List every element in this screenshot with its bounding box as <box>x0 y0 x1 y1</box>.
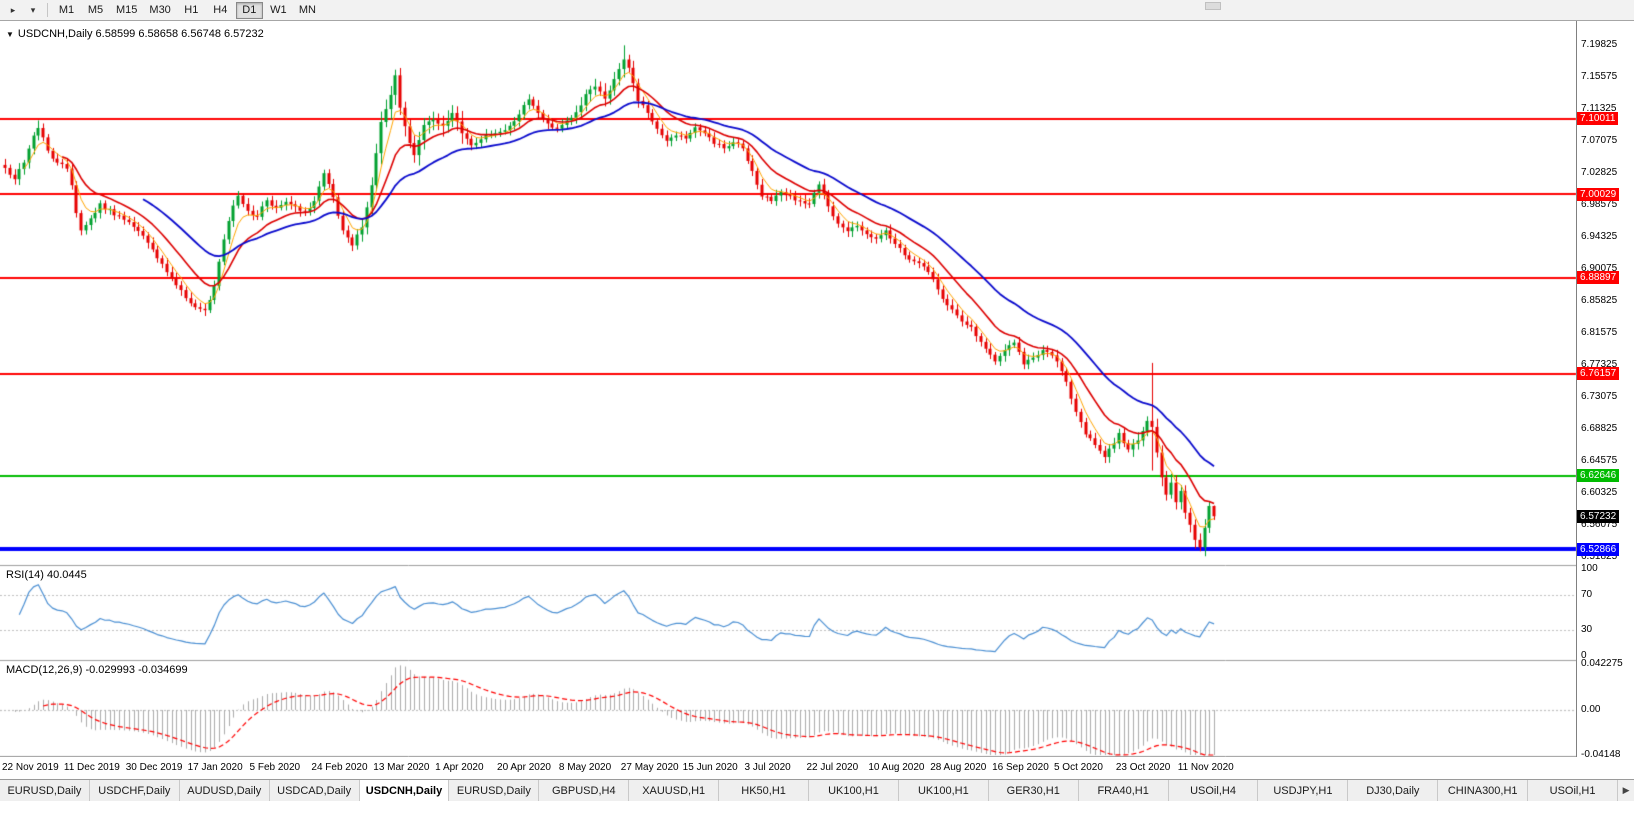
date-axis-label: 5 Feb 2020 <box>249 762 301 773</box>
price-axis-label: 7.02825 <box>1581 166 1618 178</box>
chart-tab-usoil-h4[interactable]: USOil,H4 <box>1168 780 1259 801</box>
chart-tab-hk50-h1[interactable]: HK50,H1 <box>719 780 810 801</box>
date-axis-label: 20 Apr 2020 <box>497 762 551 773</box>
price-axis-label: 6.56075 <box>1581 518 1618 530</box>
rsi-axis-label: 70 <box>1581 589 1593 601</box>
chart-tab-usdcad-daily[interactable]: USDCAD,Daily <box>269 780 360 801</box>
price-axis[interactable]: 7.19825 7.15575 7.11325 7.07075 7.02825 6.985… <box>1576 21 1634 760</box>
date-axis-label: 27 May 2020 <box>620 762 679 773</box>
chart-tab-usdcnh-daily[interactable]: USDCNH,Daily <box>359 780 450 801</box>
chart-tab-usdjpy-h1[interactable]: USDJPY,H1 <box>1258 780 1349 801</box>
price-axis-label: 6.77325 <box>1581 358 1618 370</box>
timeframe-button-group: M1 M5 M15 M30 H1 H4 D1 W1 MN <box>52 1 322 19</box>
timeframe-button-mn[interactable]: MN <box>294 2 321 19</box>
chart-tabbar: EURUSD,Daily USDCHF,Daily AUDUSD,Daily USDC… <box>0 779 1634 801</box>
chart-tab-china300-h1[interactable]: CHINA300,H1 <box>1438 780 1529 801</box>
symbol-header: ▼ USDCNH,Daily 6.58599 6.58658 6.56748 6… <box>6 28 264 40</box>
hline-price-badge: 6.52866 <box>1577 542 1620 556</box>
chart-tab-uk100-h1[interactable]: UK100,H1 <box>898 780 989 801</box>
tab-scroll-right-icon[interactable]: ▶ <box>1618 780 1634 801</box>
price-axis-label: 6.68825 <box>1581 422 1618 434</box>
timeframe-button-h1[interactable]: H1 <box>178 2 205 19</box>
macd-axis-label: 0.042275 <box>1581 657 1623 669</box>
date-axis-label: 11 Nov 2020 <box>1177 762 1234 773</box>
collapse-icon[interactable]: ▼ <box>6 29 14 39</box>
price-axis-label: 6.51825 <box>1581 550 1618 562</box>
hline-price-badge: 6.88897 <box>1577 271 1620 285</box>
date-axis-label: 15 Jun 2020 <box>682 762 738 773</box>
status-bar <box>0 801 1634 829</box>
rsi-axis-label: 0 <box>1581 650 1587 661</box>
price-axis-label: 6.90075 <box>1581 262 1618 274</box>
chart-tab-uk100-h1[interactable]: UK100,H1 <box>809 780 899 801</box>
rsi-label: RSI(14) 40.0445 <box>6 569 87 581</box>
date-axis-label: 24 Feb 2020 <box>311 762 368 773</box>
timeframe-button-m5[interactable]: M5 <box>82 2 109 19</box>
current-price-badge: 6.57232 <box>1577 509 1620 523</box>
date-axis-label: 16 Sep 2020 <box>992 762 1049 773</box>
price-axis-label: 7.07075 <box>1581 134 1618 146</box>
price-axis-label: 6.98575 <box>1581 198 1618 210</box>
chart-tab-usdchf-daily[interactable]: USDCHF,Daily <box>89 780 180 801</box>
date-axis-label: 28 Aug 2020 <box>930 762 987 773</box>
timeframe-button-d1[interactable]: D1 <box>235 1 263 19</box>
price-axis-label: 6.81575 <box>1581 326 1618 338</box>
date-axis-label: 22 Jul 2020 <box>806 762 859 773</box>
scroll-thumb[interactable] <box>1205 2 1221 10</box>
price-axis-label: 6.73075 <box>1581 390 1618 402</box>
timeframe-button-m1[interactable]: M1 <box>53 2 80 19</box>
hline-price-badge: 7.10011 <box>1577 112 1619 126</box>
hline-price-badge: 6.62646 <box>1577 469 1620 482</box>
date-axis-label: 23 Oct 2020 <box>1115 762 1171 773</box>
hline-price-badge: 7.00029 <box>1577 187 1620 201</box>
date-axis-label: 22 Nov 2019 <box>2 762 59 773</box>
chart-tab-xauusd-h1[interactable]: XAUUSD,H1 <box>629 780 720 801</box>
rsi-axis-label: 100 <box>1581 563 1598 574</box>
chart-tab-fra40-h1[interactable]: FRA40,H1 <box>1078 780 1169 801</box>
date-axis-label: 3 Jul 2020 <box>744 762 791 773</box>
timeframe-button-w1[interactable]: W1 <box>265 2 292 19</box>
symbol-ohlc-text: USDCNH,Daily 6.58599 6.58658 6.56748 6.5… <box>17 28 264 40</box>
chart-mode-icon[interactable]: ▸ <box>3 2 23 19</box>
macd-label: MACD(12,26,9) -0.029993 -0.034699 <box>6 664 188 676</box>
price-chart-canvas[interactable] <box>0 21 1634 757</box>
chart-workspace: ▼ USDCNH,Daily 6.58599 6.58658 6.56748 6… <box>0 21 1634 760</box>
timeframe-button-m30[interactable]: M30 <box>144 2 175 19</box>
toolbar-separator <box>47 3 48 17</box>
timeframe-button-h4[interactable]: H4 <box>207 2 234 19</box>
price-axis-label: 7.11325 <box>1581 102 1617 114</box>
chevron-down-icon[interactable]: ▾ <box>23 2 43 19</box>
rsi-axis-label: 30 <box>1581 623 1593 635</box>
chart-tab-dj30-daily[interactable]: DJ30,Daily <box>1348 780 1439 801</box>
date-axis-label: 11 Dec 2019 <box>63 762 120 773</box>
date-axis[interactable]: 22 Nov 2019 11 Dec 2019 30 Dec 2019 17 Jan … <box>0 757 1634 779</box>
timeframe-toolbar: ▸ ▾ M1 M5 M15 M30 H1 H4 D1 W1 MN <box>0 0 1634 21</box>
date-axis-label: 10 Aug 2020 <box>868 762 925 773</box>
date-axis-label: 17 Jan 2020 <box>187 762 243 773</box>
chart-tab-ger30-h1[interactable]: GER30,H1 <box>988 780 1079 801</box>
date-axis-label: 30 Dec 2019 <box>125 762 183 773</box>
hline-price-badge: 6.76157 <box>1577 367 1620 381</box>
price-axis-label: 6.60325 <box>1581 486 1618 498</box>
date-axis-label: 8 May 2020 <box>558 762 612 773</box>
chart-tab-eurusd-daily[interactable]: EURUSD,Daily <box>0 780 90 801</box>
price-axis-label: 7.15575 <box>1581 71 1618 82</box>
chart-tab-eurusd-daily[interactable]: EURUSD,Daily <box>449 780 540 801</box>
macd-axis-label: -0.04148 <box>1581 749 1621 760</box>
chart-tab-gbpusd-h4[interactable]: GBPUSD,H4 <box>539 780 630 801</box>
timeframe-button-m15[interactable]: M15 <box>111 2 142 19</box>
price-axis-label: 6.64575 <box>1581 454 1618 466</box>
price-axis-label: 6.94325 <box>1581 230 1618 242</box>
macd-axis-label: 0.00 <box>1581 704 1601 715</box>
chart-tab-usoil-h1[interactable]: USOil,H1 <box>1528 780 1619 801</box>
chart-tab-audusd-daily[interactable]: AUDUSD,Daily <box>179 780 270 801</box>
date-axis-label: 13 Mar 2020 <box>373 762 430 773</box>
date-axis-label: 1 Apr 2020 <box>435 762 484 773</box>
price-axis-label: 6.85825 <box>1581 294 1618 306</box>
price-axis-label: 7.19825 <box>1581 39 1618 50</box>
date-axis-label: 5 Oct 2020 <box>1053 762 1103 773</box>
